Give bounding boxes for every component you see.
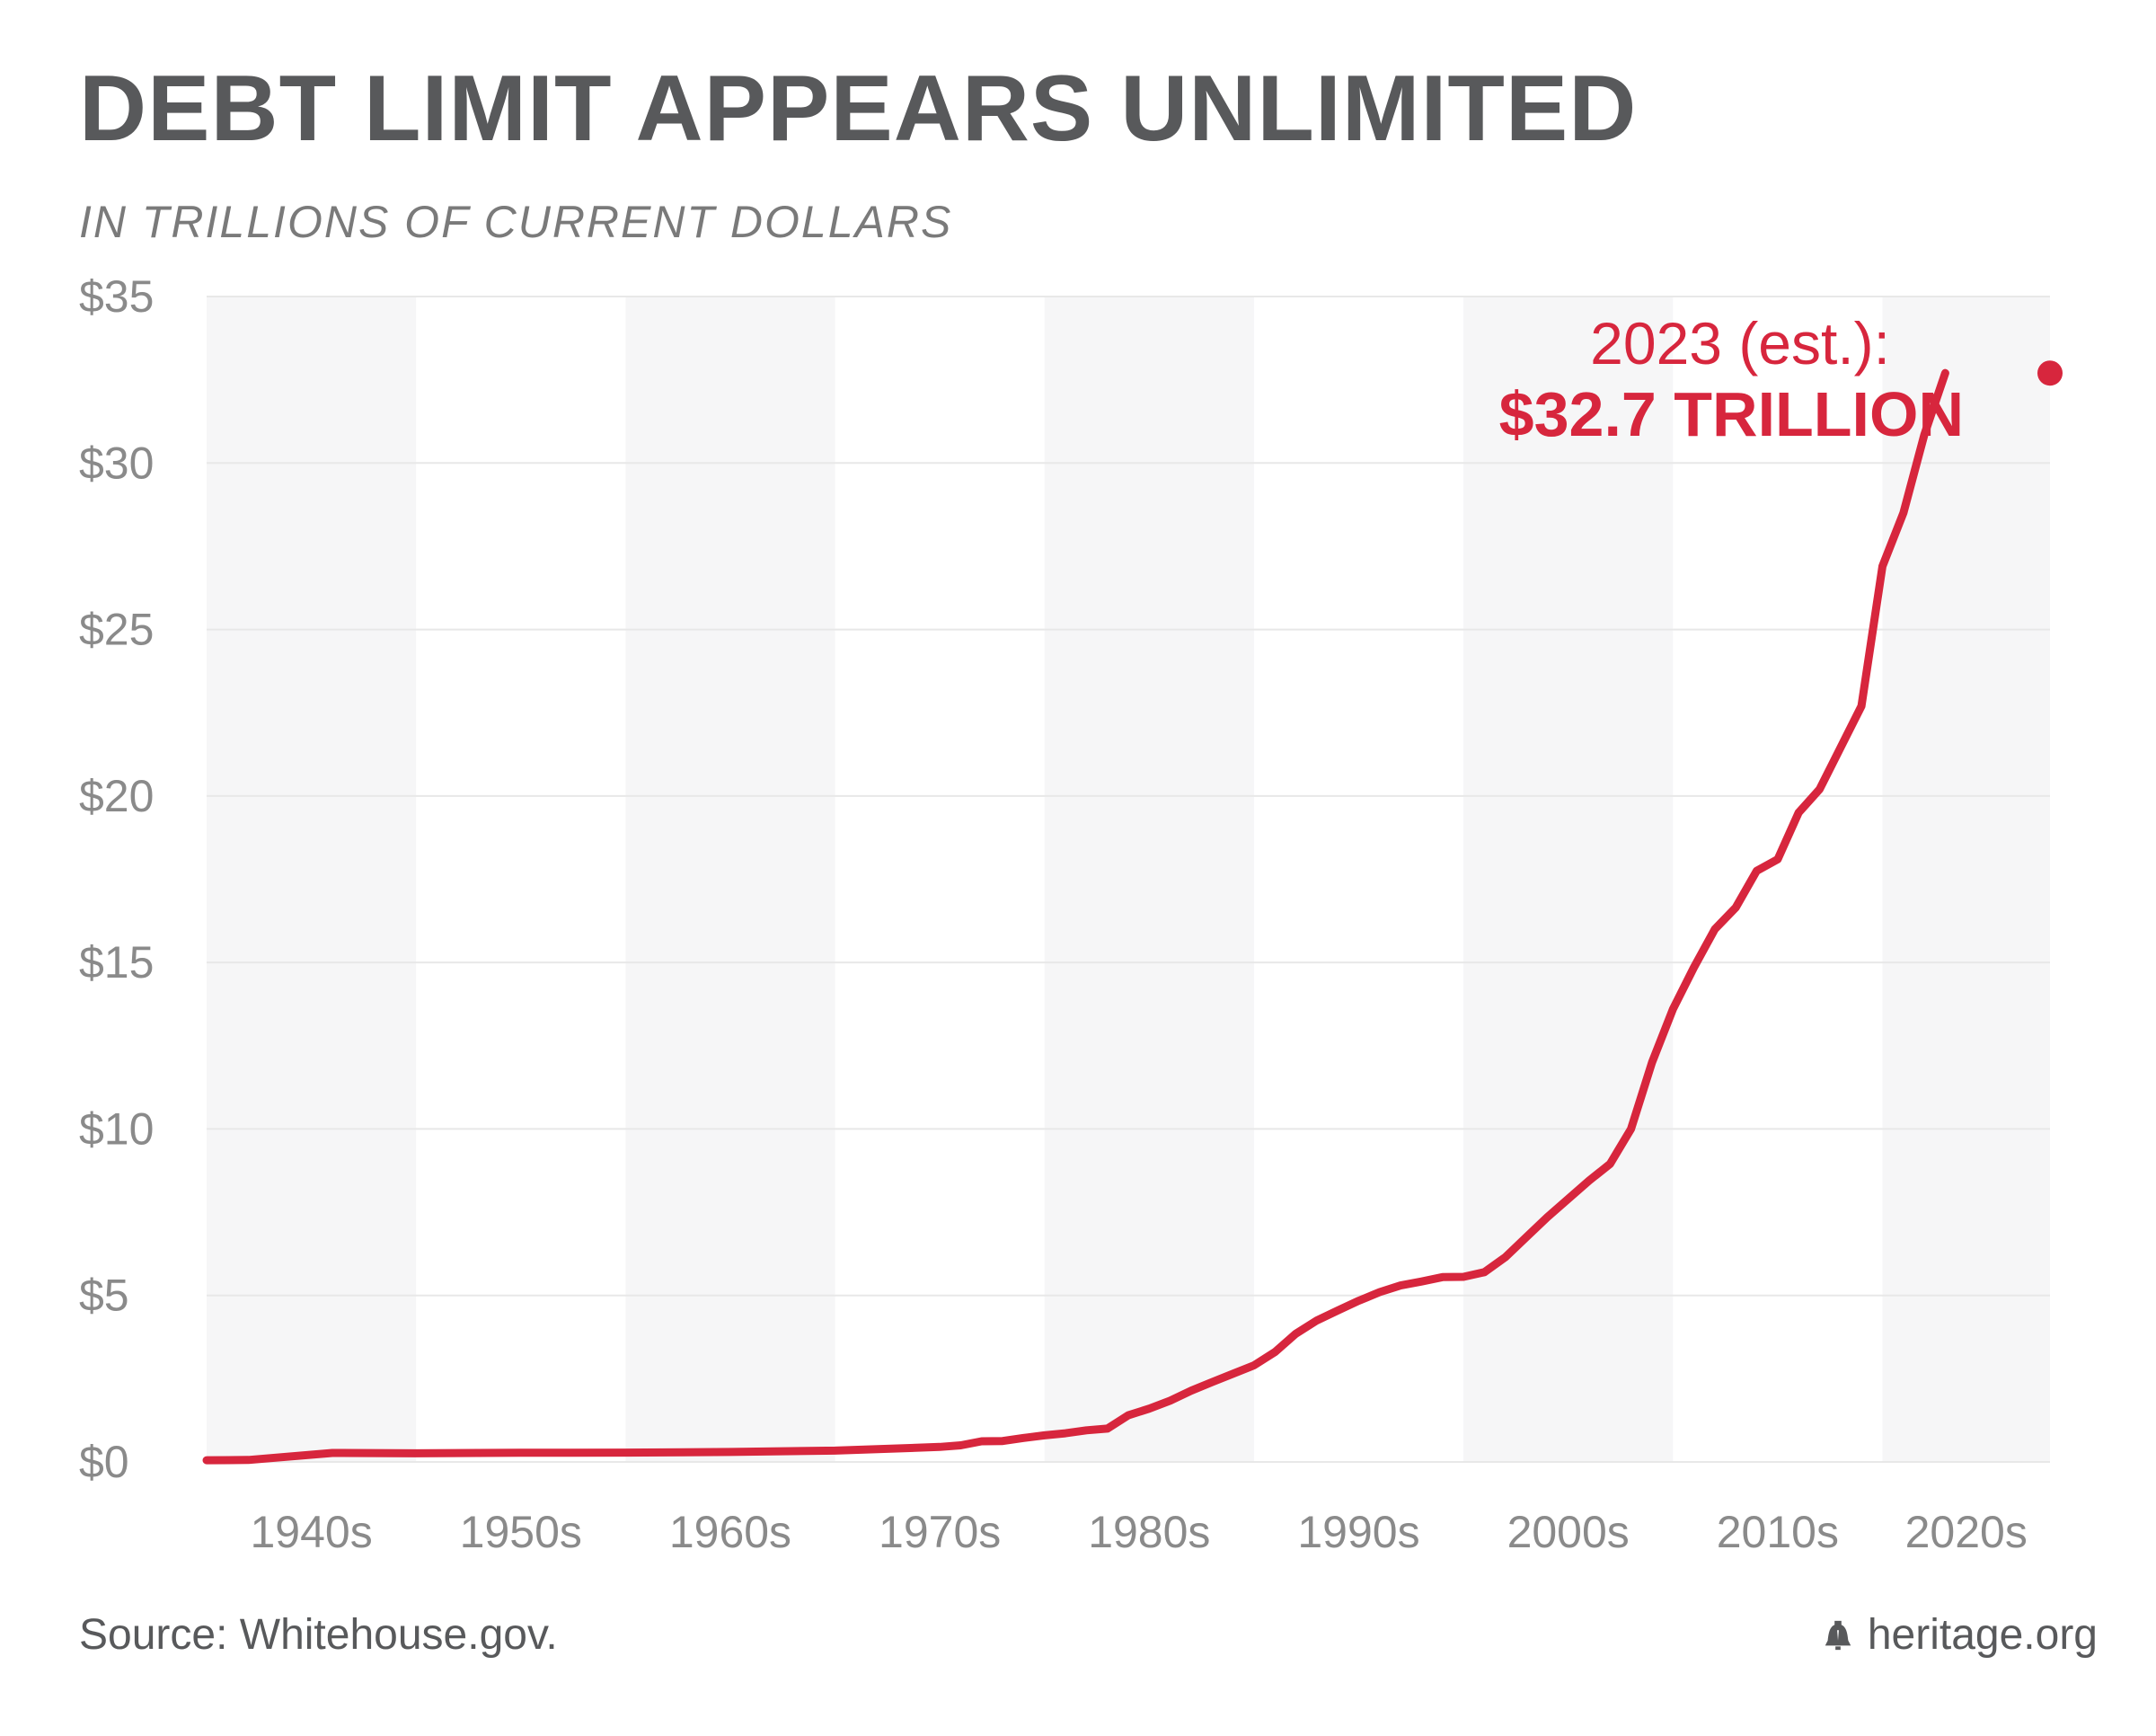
x-tick-label: 1980s bbox=[1088, 1507, 1210, 1557]
x-tick-label: 1970s bbox=[879, 1507, 1001, 1557]
y-tick-label: $30 bbox=[79, 438, 154, 488]
y-tick-label: $15 bbox=[79, 937, 154, 988]
y-tick-label: $0 bbox=[79, 1437, 129, 1487]
y-tick-label: $10 bbox=[79, 1103, 154, 1154]
x-tick-label: 1950s bbox=[460, 1507, 582, 1557]
decade-band bbox=[1463, 297, 1674, 1462]
grid-lines bbox=[207, 296, 2050, 1463]
x-axis-ticks: 1940s 1950s 1960s 1970s 1980s 1990s 2000s 2010s… bbox=[250, 1507, 2027, 1557]
brand-credit: heritage.org bbox=[1821, 1610, 2098, 1660]
decade-band bbox=[625, 297, 835, 1462]
x-tick-label: 2010s bbox=[1717, 1507, 1839, 1557]
decade-band bbox=[1044, 297, 1254, 1462]
y-tick-label: $5 bbox=[79, 1271, 129, 1321]
x-tick-label: 1940s bbox=[250, 1507, 372, 1557]
endpoint-marker bbox=[2037, 360, 2063, 386]
y-tick-label: $25 bbox=[79, 605, 154, 655]
y-tick-label: $35 bbox=[79, 271, 154, 322]
decade-band bbox=[207, 297, 417, 1462]
series-line bbox=[202, 368, 1949, 1465]
annotation-value-label: $32.7 TRILLION bbox=[1499, 379, 1964, 449]
series-group bbox=[202, 360, 2063, 1465]
chart-title: DEBT LIMIT APPEARS UNLIMITED bbox=[79, 57, 1638, 161]
source-note: Source: Whitehouse.gov. bbox=[79, 1611, 558, 1659]
decade-band bbox=[1882, 297, 2050, 1462]
decade-bands bbox=[207, 297, 2050, 1462]
brand-label: heritage.org bbox=[1867, 1611, 2098, 1659]
x-tick-label: 2000s bbox=[1507, 1507, 1630, 1557]
x-tick-label: 1960s bbox=[669, 1507, 791, 1557]
y-tick-label: $20 bbox=[79, 771, 154, 821]
annotation-group: 2023 (est.):$32.7 TRILLION bbox=[1499, 310, 1964, 449]
chart-subtitle: IN TRILLIONS OF CURRENT DOLLARS bbox=[79, 197, 953, 247]
y-axis-ticks: $0 $5 $10 $15 $20 $25 $30 $35 bbox=[79, 271, 154, 1487]
liberty-bell-icon bbox=[1825, 1620, 1851, 1650]
x-tick-label: 2020s bbox=[1905, 1507, 2028, 1557]
annotation-year-label: 2023 (est.): bbox=[1590, 310, 1890, 376]
x-tick-label: 1990s bbox=[1297, 1507, 1419, 1557]
